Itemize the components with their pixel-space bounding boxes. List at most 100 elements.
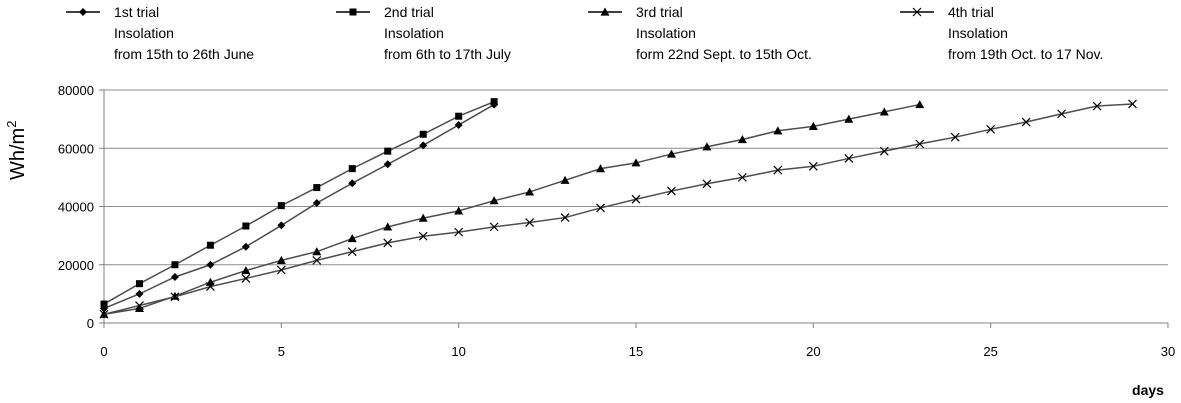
data-point	[170, 272, 179, 281]
legend-item-3: 3rd trial Insolation form 22nd Sept. to 15…	[588, 4, 812, 62]
y-tick-label: 60000	[58, 141, 94, 156]
series-line	[103, 100, 495, 305]
data-point	[915, 100, 925, 109]
data-point	[1092, 101, 1102, 111]
data-point	[170, 292, 180, 302]
data-point	[702, 179, 712, 189]
data-point	[489, 196, 499, 205]
data-point	[419, 130, 427, 138]
x-tick-label: 10	[451, 344, 465, 359]
y-tick-label: 40000	[58, 200, 94, 215]
legend: 1st trial Insolation from 15th to 26th Jun…	[66, 4, 1103, 62]
data-point	[489, 222, 499, 232]
y-tick-label: 80000	[58, 83, 94, 98]
data-point	[241, 274, 251, 283]
x-axis-label: days	[1132, 382, 1164, 398]
data-point	[560, 213, 570, 222]
data-point	[100, 300, 108, 308]
legend-marker	[600, 7, 610, 16]
data-point	[631, 194, 641, 204]
data-point	[986, 124, 996, 134]
data-point	[348, 179, 357, 188]
x-tick-label: 0	[100, 344, 107, 359]
legend-item-1: 1st trial Insolation from 15th to 26th Jun…	[66, 4, 254, 62]
data-point	[384, 147, 392, 155]
legend-label: from 15th to 26th June	[114, 46, 254, 62]
data-point	[418, 213, 428, 222]
data-point	[596, 164, 606, 173]
data-point	[1021, 117, 1031, 127]
series-line	[103, 103, 495, 310]
data-point	[276, 255, 286, 264]
legend-label: Insolation	[384, 25, 444, 41]
data-point	[347, 247, 357, 257]
legend-label: Insolation	[636, 25, 696, 41]
x-tick-label: 15	[629, 344, 643, 359]
data-point	[241, 242, 250, 251]
data-point	[276, 265, 286, 275]
data-point	[135, 289, 144, 298]
data-point	[347, 234, 357, 243]
data-point	[454, 227, 464, 237]
y-axis-label: Wh/m2	[4, 121, 29, 180]
data-point	[525, 218, 535, 227]
data-point	[135, 301, 144, 310]
data-point	[313, 184, 321, 192]
data-point	[808, 161, 818, 171]
y-axis-label-superscript: 2	[4, 121, 19, 128]
data-point	[242, 222, 250, 230]
data-point	[844, 114, 854, 123]
legend-label: 1st trial	[114, 4, 159, 20]
data-point	[135, 280, 143, 288]
gridlines	[104, 89, 1168, 266]
data-point	[1128, 99, 1137, 109]
series-line	[103, 103, 1133, 315]
data-point	[383, 160, 392, 169]
legend-label: 4th trial	[948, 4, 994, 20]
data-point	[879, 146, 889, 156]
x-tick-label: 20	[806, 344, 820, 359]
data-point	[454, 206, 464, 215]
x-tick-label: 25	[983, 344, 997, 359]
data-point	[99, 309, 109, 319]
legend-item-4: 4th trial Insolation from 19th Oct. to 17 …	[900, 4, 1103, 62]
data-point	[737, 172, 747, 182]
axes: 0 20000 40000 60000 80000 0 5 10 15 20 25 30	[58, 83, 1175, 359]
data-point	[205, 282, 215, 292]
y-tick-label: 20000	[58, 258, 94, 273]
data-point	[206, 260, 215, 269]
data-point	[418, 231, 428, 241]
legend-marker	[79, 8, 87, 16]
legend-marker	[349, 8, 357, 16]
data-point	[171, 261, 179, 269]
data-point	[737, 135, 747, 144]
data-point	[454, 120, 463, 129]
data-point	[915, 139, 925, 149]
x-tick-label: 30	[1161, 344, 1175, 359]
data-point	[702, 142, 712, 151]
data-point	[773, 165, 783, 175]
series-4	[99, 99, 1137, 319]
data-point	[667, 186, 676, 196]
legend-label: Insolation	[114, 25, 174, 41]
data-point	[525, 187, 535, 196]
data-point	[596, 203, 605, 213]
data-point	[950, 132, 960, 142]
data-point	[241, 266, 251, 275]
data-point	[383, 238, 393, 248]
data-point	[348, 165, 356, 173]
data-point	[844, 154, 854, 163]
data-point	[773, 126, 783, 135]
legend-label: 3rd trial	[636, 4, 683, 20]
data-point	[312, 199, 321, 208]
series-group	[99, 98, 1137, 319]
data-point	[808, 121, 818, 131]
data-point	[206, 241, 214, 249]
legend-label: form 22nd Sept. to 15th Oct.	[636, 46, 812, 62]
data-point	[312, 255, 322, 265]
data-point	[666, 149, 676, 158]
series-line	[103, 103, 920, 316]
data-point	[560, 175, 570, 184]
legend-label: Insolation	[948, 25, 1008, 41]
